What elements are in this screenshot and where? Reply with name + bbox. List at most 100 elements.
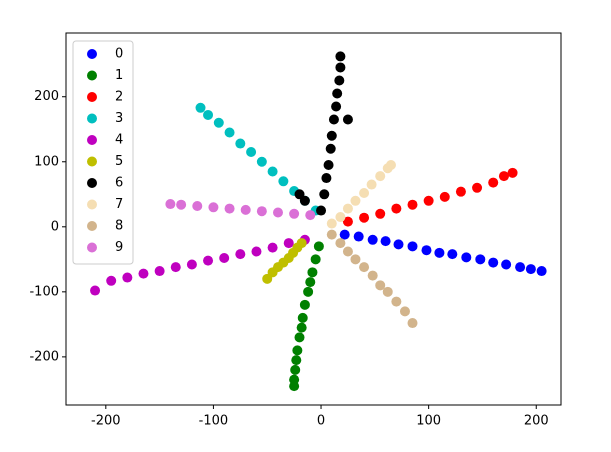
point [224, 127, 235, 138]
point [353, 231, 364, 242]
point [461, 252, 472, 263]
point [294, 332, 305, 343]
point [367, 234, 378, 245]
point [326, 229, 337, 240]
point [385, 160, 396, 171]
point [455, 186, 466, 197]
point [332, 88, 343, 99]
x-tick-label: -100 [199, 414, 229, 429]
point [262, 273, 273, 284]
point [303, 286, 314, 297]
y-tick-label: 200 [34, 89, 59, 104]
point [501, 259, 512, 270]
point [421, 245, 432, 256]
point [296, 322, 307, 333]
legend-marker [87, 70, 97, 81]
point [235, 138, 246, 149]
legend-marker [87, 49, 97, 59]
legend-label: 5 [115, 154, 123, 169]
point [350, 195, 361, 206]
point [359, 212, 370, 223]
point [342, 246, 353, 257]
point [423, 195, 434, 206]
point [316, 205, 327, 216]
point [488, 257, 499, 268]
point [328, 114, 339, 125]
point [203, 109, 214, 120]
x-tick-label: 0 [317, 414, 325, 429]
legend-label: 3 [115, 111, 123, 126]
y-tick-label: 100 [34, 154, 59, 169]
point [278, 176, 289, 187]
point [498, 171, 509, 182]
point [335, 238, 346, 249]
legend-label: 6 [115, 176, 123, 191]
point [367, 270, 378, 281]
legend-marker [87, 113, 97, 124]
point [213, 117, 224, 128]
point [323, 160, 334, 171]
point [203, 255, 214, 266]
point [407, 199, 418, 210]
x-tick-label: -200 [91, 414, 121, 429]
point [325, 143, 336, 154]
point [290, 364, 301, 375]
point [326, 218, 337, 229]
point [391, 296, 402, 307]
legend-label: 2 [115, 90, 123, 105]
point [165, 199, 176, 210]
point [310, 254, 321, 265]
point [170, 262, 181, 273]
axes-frame [65, 32, 562, 406]
point [305, 277, 316, 288]
point [335, 212, 346, 223]
point [219, 253, 230, 264]
point [342, 203, 353, 214]
legend-marker [87, 156, 97, 167]
point [342, 114, 353, 125]
point [335, 62, 346, 73]
y-tick-label: -200 [29, 349, 59, 364]
point [393, 239, 404, 250]
point [224, 203, 235, 214]
legend-label: 1 [115, 68, 123, 83]
point [407, 318, 418, 329]
point [375, 171, 386, 182]
point [321, 173, 332, 184]
point [434, 247, 445, 258]
legend-label: 0 [115, 47, 123, 62]
point [334, 75, 345, 86]
point [235, 249, 246, 260]
point [267, 166, 278, 177]
legend-label: 9 [115, 240, 123, 255]
point [299, 299, 310, 310]
point [251, 246, 262, 257]
point [289, 381, 300, 392]
point [382, 286, 393, 297]
point [256, 156, 267, 167]
point [272, 207, 283, 218]
point [208, 202, 219, 213]
point [507, 167, 518, 178]
point [192, 200, 203, 211]
point [536, 266, 547, 277]
legend-marker [87, 221, 97, 231]
y-tick-label: 0 [51, 219, 59, 234]
point [331, 101, 342, 112]
legend-marker [87, 199, 97, 210]
legend-label: 8 [115, 219, 123, 234]
x-tick-label: 200 [524, 414, 549, 429]
point [240, 204, 251, 215]
point [291, 355, 302, 366]
point [359, 262, 370, 273]
point [515, 262, 526, 273]
point [488, 177, 499, 188]
point [375, 280, 386, 291]
point [122, 272, 133, 283]
point [246, 147, 257, 158]
point [292, 345, 303, 356]
legend-marker [87, 92, 97, 102]
point [154, 266, 165, 277]
point [407, 241, 418, 252]
